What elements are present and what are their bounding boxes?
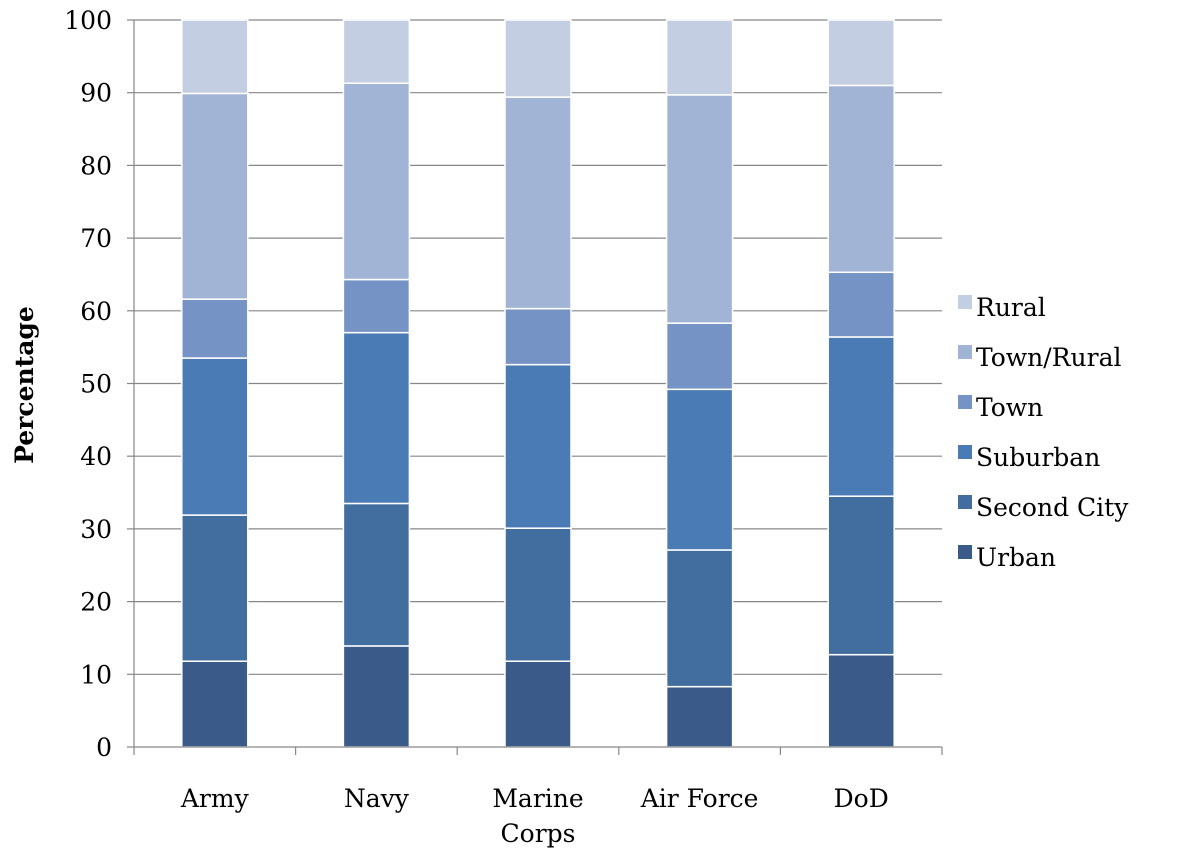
x-tick-label: Army (180, 784, 250, 813)
y-tick-label: 80 (80, 151, 112, 180)
legend-label: Town/Rural (976, 343, 1121, 372)
bar-segment (665, 322, 734, 391)
bar-segment (504, 660, 572, 748)
bar-segment (827, 271, 895, 338)
y-tick-label: 90 (80, 79, 112, 108)
legend-swatch (958, 495, 972, 509)
legend-swatch (958, 545, 972, 559)
bar-segment (342, 82, 411, 281)
bar-segment (342, 331, 411, 505)
y-axis-title: Percentage (10, 306, 39, 464)
bar-segment (827, 84, 895, 274)
bar-segment (342, 502, 411, 647)
bar-segment (665, 549, 734, 688)
bar-segment (181, 357, 249, 516)
bar-segment (665, 94, 734, 324)
legend-label: Suburban (976, 443, 1100, 472)
x-tick-label: Navy (344, 784, 410, 813)
bar-segment (181, 298, 249, 359)
bar-segment (181, 660, 249, 748)
x-tick-label: DoD (834, 784, 889, 813)
legend-swatch (958, 295, 972, 309)
bar-segment (665, 19, 734, 96)
y-tick-labels: 0 10 20 30 40 50 60 70 80 90 100 (64, 6, 112, 762)
legend: Rural Town/Rural Town Suburban Second City Ur… (958, 293, 1129, 572)
bar-segment (342, 19, 411, 84)
bar-segment (181, 92, 249, 300)
bar-segment (504, 527, 572, 662)
y-tick-label: 60 (80, 297, 112, 326)
bars (181, 19, 895, 748)
legend-swatch (958, 345, 972, 359)
axes (127, 19, 943, 755)
legend-label: Rural (976, 293, 1046, 322)
y-tick-label: 40 (80, 442, 112, 471)
y-tick-label: 100 (64, 6, 112, 35)
x-tick-label: Corps (501, 819, 576, 848)
bar-segment (827, 19, 895, 87)
legend-label: Town (976, 393, 1043, 422)
bar-segment (665, 685, 734, 748)
y-tick-label: 30 (80, 515, 112, 544)
bar-segment (504, 19, 572, 98)
x-tick-label: Marine (492, 784, 583, 813)
bar-segment (504, 363, 572, 529)
y-tick-label: 0 (96, 733, 112, 762)
y-tick-label: 20 (80, 588, 112, 617)
bar-segment (504, 307, 572, 366)
x-tick-labels: Army Navy Marine Corps Air Force DoD (180, 784, 889, 848)
bar-segment (181, 514, 249, 662)
bar-segment (665, 388, 734, 551)
bar-segment (827, 495, 895, 656)
legend-label: Urban (976, 543, 1056, 572)
x-tick-label: Air Force (640, 784, 759, 813)
bar-segment (504, 96, 572, 310)
legend-label: Second City (976, 493, 1129, 522)
bar-segment (342, 278, 411, 334)
bar-segment (181, 19, 249, 95)
bar-segment (827, 336, 895, 497)
legend-swatch (958, 445, 972, 459)
y-tick-label: 50 (80, 370, 112, 399)
legend-swatch (958, 395, 972, 409)
y-tick-label: 10 (80, 660, 112, 689)
bar-segment (342, 645, 411, 748)
bar-segment (827, 653, 895, 748)
y-tick-label: 70 (80, 224, 112, 253)
